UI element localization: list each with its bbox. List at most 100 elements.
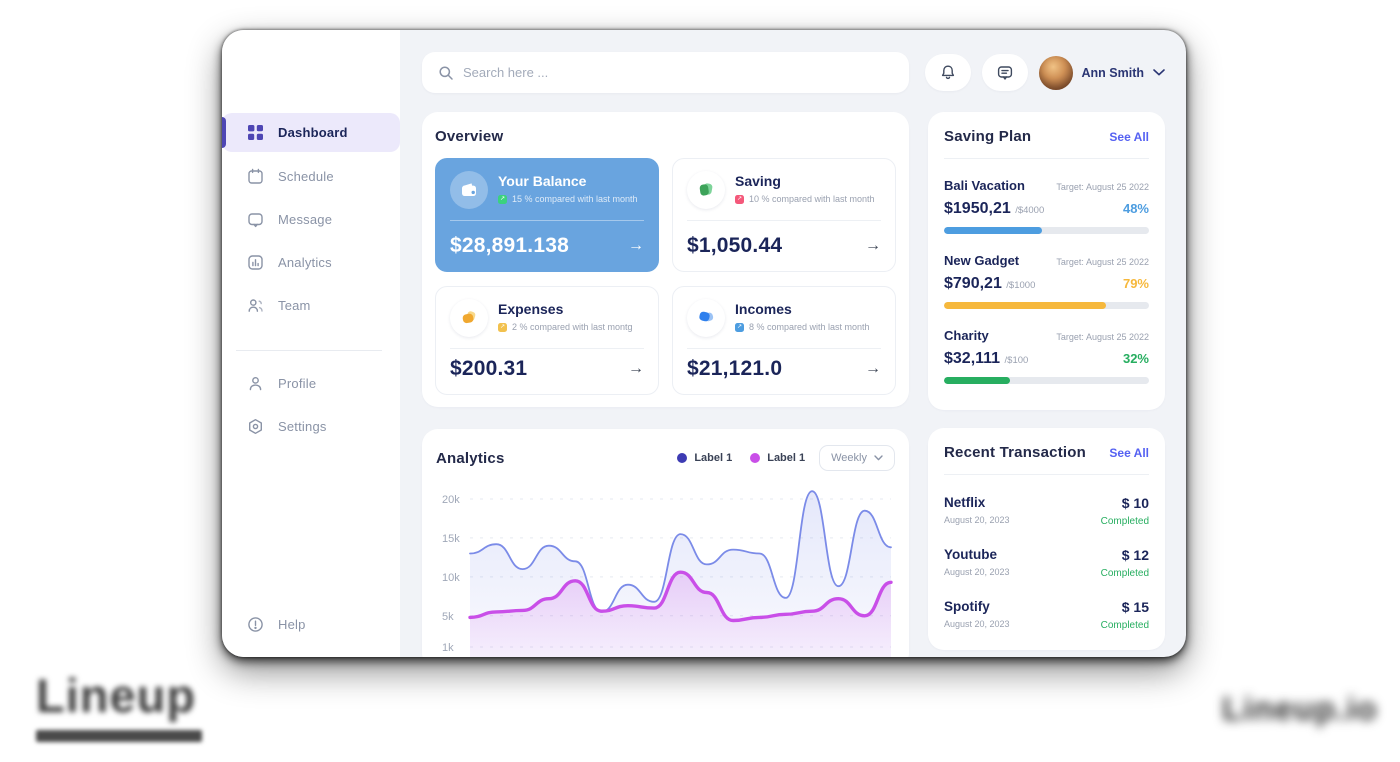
card-title: Saving xyxy=(735,173,781,189)
plan-amount: $790,21 xyxy=(944,275,1002,292)
sidebar-item-label: Team xyxy=(278,297,311,313)
saving-plan-see-all-link[interactable]: See All xyxy=(1109,129,1149,144)
topbar: Ann Smith xyxy=(422,52,1165,93)
saving-plan-row: Bali Vacation Target: August 25 2022 $19… xyxy=(944,178,1149,234)
sidebar-item-schedule[interactable]: Schedule xyxy=(222,159,400,193)
progress-fill xyxy=(944,377,1010,384)
bar-chart-icon xyxy=(246,253,264,271)
sidebar-item-label: Message xyxy=(278,211,333,227)
chevron-down-icon xyxy=(1153,69,1165,76)
divider xyxy=(944,474,1149,475)
sidebar-item-settings[interactable]: Settings xyxy=(222,409,400,443)
incomes-amount: $21,121.0 xyxy=(687,357,783,380)
balance-card[interactable]: Your Balance ↗ 15 % compared with last m… xyxy=(435,158,659,272)
svg-text:5k: 5k xyxy=(442,611,454,623)
saving-icon xyxy=(687,171,725,209)
progress-bar xyxy=(944,377,1149,384)
search-input[interactable] xyxy=(463,65,893,80)
analytics-panel: Analytics Label 1 Label 1 xyxy=(422,429,909,657)
plan-target: Target: August 25 2022 xyxy=(1056,257,1149,267)
messages-button[interactable] xyxy=(981,54,1028,91)
main-area: Ann Smith Overview xyxy=(400,30,1186,657)
user-menu[interactable]: Ann Smith xyxy=(1038,55,1166,90)
watermark-left: Lineup xyxy=(36,668,202,742)
wallet-icon xyxy=(450,171,488,209)
sidebar-item-profile[interactable]: Profile xyxy=(222,366,400,400)
card-arrow-button[interactable]: → xyxy=(628,237,644,254)
transaction-status: Completed xyxy=(1100,516,1149,527)
search-icon xyxy=(438,65,454,81)
card-title: Expenses xyxy=(498,301,564,317)
card-subtitle: 15 % compared with last month xyxy=(512,194,638,204)
transaction-row[interactable]: Spotify August 20, 2023 $ 15 Completed xyxy=(944,599,1149,631)
sidebar-item-label: Profile xyxy=(278,375,317,391)
watermark-left-tagline xyxy=(36,730,202,742)
trend-badge: ↗ xyxy=(498,194,507,204)
notifications-button[interactable] xyxy=(924,54,971,91)
transactions-see-all-link[interactable]: See All xyxy=(1109,445,1149,460)
sidebar-item-analytics[interactable]: Analytics xyxy=(222,245,400,279)
card-subtitle: 8 % compared with last month xyxy=(749,322,870,332)
transaction-date: August 20, 2023 xyxy=(944,515,1010,525)
legend-label: Label 1 xyxy=(694,452,733,464)
svg-text:1k: 1k xyxy=(442,642,454,654)
expenses-amount: $200.31 xyxy=(450,357,528,380)
card-title: Your Balance xyxy=(498,173,587,189)
team-icon xyxy=(246,296,264,314)
plan-amount: $1950,21 xyxy=(944,200,1011,217)
plan-name: Charity xyxy=(944,328,989,343)
plan-percent: 32% xyxy=(1122,351,1149,366)
profile-icon xyxy=(246,374,264,392)
transaction-row[interactable]: Youtube August 20, 2023 $ 12 Completed xyxy=(944,547,1149,579)
trend-badge: ↗ xyxy=(498,322,507,332)
plan-target: Target: August 25 2022 xyxy=(1056,332,1149,342)
divider xyxy=(944,158,1149,159)
svg-text:20k: 20k xyxy=(442,494,460,506)
svg-text:15k: 15k xyxy=(442,533,460,545)
message-icon xyxy=(246,210,264,228)
transaction-row[interactable]: Netflix August 20, 2023 $ 10 Completed xyxy=(944,495,1149,527)
plan-percent: 48% xyxy=(1122,201,1149,216)
sidebar-item-label: Settings xyxy=(278,418,327,434)
avatar xyxy=(1038,55,1073,90)
progress-bar xyxy=(944,302,1149,309)
progress-fill xyxy=(944,302,1106,309)
sidebar-item-label: Dashboard xyxy=(278,125,348,140)
saving-amount: $1,050.44 xyxy=(687,234,783,257)
transaction-amount: $ 15 xyxy=(1121,599,1149,615)
saving-card[interactable]: Saving ↗ 10 % compared with last month xyxy=(672,158,896,272)
card-arrow-button[interactable]: → xyxy=(628,360,644,377)
trend-badge: ↗ xyxy=(735,194,744,204)
card-arrow-button[interactable]: → xyxy=(865,360,881,377)
legend-label: Label 1 xyxy=(767,452,806,464)
chat-icon xyxy=(996,64,1014,82)
transaction-name: Netflix xyxy=(944,495,986,510)
analytics-chart: 20k 15k 10k 5k 1k xyxy=(436,481,895,657)
transaction-status: Completed xyxy=(1100,568,1149,579)
active-accent-bar xyxy=(222,117,226,148)
card-subtitle: 2 % compared with last montg xyxy=(512,322,633,332)
transaction-date: August 20, 2023 xyxy=(944,619,1010,629)
period-select[interactable]: Weekly xyxy=(819,445,895,471)
user-name: Ann Smith xyxy=(1081,65,1145,80)
progress-bar xyxy=(944,227,1149,234)
expenses-card[interactable]: Expenses ↗ 2 % compared with last montg xyxy=(435,286,659,395)
sidebar-item-help[interactable]: Help xyxy=(222,607,400,641)
calendar-icon xyxy=(246,167,264,185)
sidebar-item-team[interactable]: Team xyxy=(222,288,400,322)
search-bar[interactable] xyxy=(422,52,909,93)
transactions-title: Recent Transaction xyxy=(944,444,1086,461)
sidebar-item-message[interactable]: Message xyxy=(222,202,400,236)
sidebar-divider xyxy=(236,350,382,351)
legend-item: Label 1 xyxy=(677,452,732,464)
saving-plan-row: New Gadget Target: August 25 2022 $790,2… xyxy=(944,253,1149,309)
transaction-status: Completed xyxy=(1100,620,1149,631)
progress-fill xyxy=(944,227,1043,234)
card-arrow-button[interactable]: → xyxy=(865,237,881,254)
sidebar-item-dashboard[interactable]: Dashboard xyxy=(222,113,400,152)
transaction-name: Spotify xyxy=(944,599,990,614)
incomes-card[interactable]: Incomes ↗ 8 % compared with last month xyxy=(672,286,896,395)
plan-amount: $32,111 xyxy=(944,350,1001,367)
trend-badge: ↗ xyxy=(735,322,744,332)
